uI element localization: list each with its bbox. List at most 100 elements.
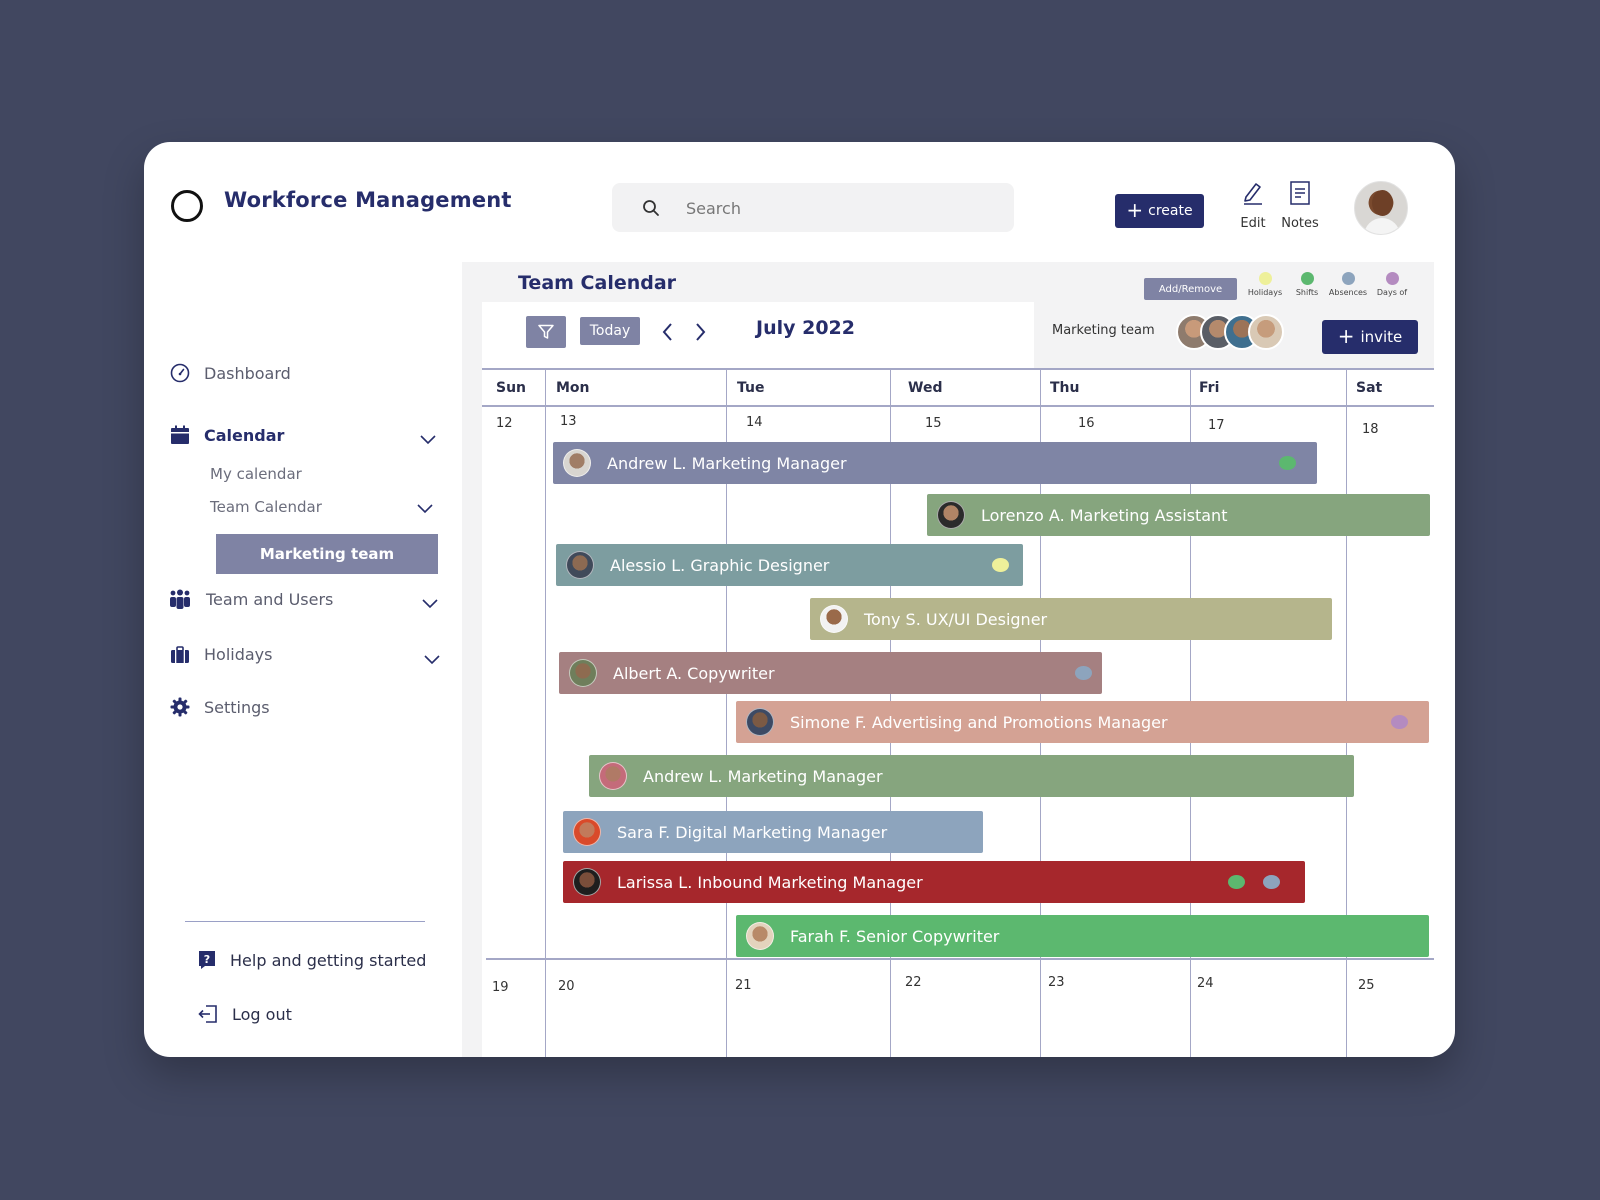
- edit-button[interactable]: Edit: [1231, 180, 1275, 231]
- event-avatar: [937, 501, 965, 529]
- add-remove-button[interactable]: Add/Remove: [1144, 278, 1237, 300]
- invite-button[interactable]: + invite: [1322, 320, 1418, 354]
- day-number[interactable]: 17: [1208, 418, 1225, 433]
- calendar-grid: Sun Mon Tue Wed Thu Fri Sat 12 13 14 15 …: [482, 368, 1434, 1057]
- legend-absences: Absences: [1324, 272, 1372, 297]
- notes-icon: [1290, 181, 1310, 205]
- app-title: Workforce Management: [224, 188, 512, 212]
- event-bar[interactable]: Albert A. Copywriter: [559, 652, 1102, 694]
- search-input[interactable]: [686, 196, 986, 220]
- event-label: Tony S. UX/UI Designer: [864, 609, 1048, 629]
- plus-icon: +: [1337, 324, 1355, 348]
- event-label: Sara F. Digital Marketing Manager: [617, 822, 888, 842]
- event-avatar: [573, 818, 601, 846]
- chevron-down-icon[interactable]: [420, 435, 436, 445]
- event-label: Andrew L. Marketing Manager: [607, 453, 847, 473]
- day-number[interactable]: 16: [1078, 416, 1095, 431]
- day-header: Tue: [737, 380, 765, 396]
- chevron-left-icon[interactable]: [658, 320, 678, 344]
- absence-indicator: [1075, 666, 1092, 680]
- legend-dot-holidays: [1258, 272, 1272, 285]
- logo-icon: [171, 190, 203, 222]
- day-number[interactable]: 19: [492, 980, 509, 995]
- chevron-down-icon[interactable]: [424, 655, 440, 665]
- page-title: Team Calendar: [518, 272, 677, 294]
- grid-line: [726, 368, 727, 1057]
- help-icon: ?: [199, 951, 215, 969]
- user-avatar[interactable]: [1354, 181, 1408, 235]
- sidebar-item-my-calendar[interactable]: My calendar: [210, 465, 302, 483]
- member-avatar[interactable]: [1248, 314, 1284, 350]
- event-bar[interactable]: Sara F. Digital Marketing Manager: [563, 811, 983, 853]
- day-number[interactable]: 14: [746, 415, 763, 430]
- sidebar-item-holidays[interactable]: Holidays: [170, 645, 272, 664]
- legend-label: Shifts: [1295, 288, 1319, 297]
- event-avatar: [573, 868, 601, 896]
- calendar-label: Calendar: [204, 425, 285, 445]
- chevron-down-icon[interactable]: [422, 599, 438, 609]
- day-header: Thu: [1050, 380, 1080, 396]
- legend-dot-shifts: [1300, 272, 1314, 285]
- search-bar[interactable]: [612, 183, 1014, 232]
- event-bar[interactable]: Alessio L. Graphic Designer: [556, 544, 1023, 586]
- event-avatar: [746, 708, 774, 736]
- notes-button[interactable]: Notes: [1278, 180, 1322, 231]
- dashboard-gauge-icon: [170, 363, 190, 383]
- day-number[interactable]: 13: [560, 414, 577, 429]
- event-bar[interactable]: Larissa L. Inbound Marketing Manager: [563, 861, 1305, 903]
- legend-label: Days of: [1376, 288, 1408, 297]
- day-header: Fri: [1199, 380, 1220, 396]
- chevron-right-icon[interactable]: [690, 320, 710, 344]
- avatar-face: [1372, 190, 1393, 216]
- chevron-down-icon[interactable]: [417, 504, 433, 514]
- holiday-indicator: [992, 558, 1009, 572]
- calendar-icon: [171, 425, 189, 444]
- legend-label: Absences: [1328, 288, 1368, 297]
- day-number[interactable]: 22: [905, 975, 922, 990]
- filter-button[interactable]: [526, 316, 566, 348]
- create-button[interactable]: + create: [1115, 194, 1204, 228]
- day-header: Mon: [556, 380, 590, 396]
- avatar-shirt: [1364, 218, 1400, 234]
- team-users-label: Team and Users: [206, 589, 334, 609]
- holidays-label: Holidays: [204, 645, 273, 664]
- day-header: Sun: [496, 380, 527, 396]
- svg-text:?: ?: [204, 953, 210, 966]
- day-number[interactable]: 21: [735, 978, 752, 993]
- today-button[interactable]: Today: [580, 317, 640, 345]
- sidebar-item-settings[interactable]: Settings: [170, 697, 270, 717]
- shift-indicator: [1228, 875, 1245, 889]
- day-number[interactable]: 15: [925, 416, 942, 431]
- event-label: Larissa L. Inbound Marketing Manager: [617, 872, 923, 892]
- event-bar[interactable]: Andrew L. Marketing Manager: [553, 442, 1317, 484]
- sidebar-item-team-calendar[interactable]: Team Calendar: [210, 498, 322, 516]
- sidebar-divider: [185, 921, 425, 922]
- day-number[interactable]: 20: [558, 979, 575, 994]
- event-label: Andrew L. Marketing Manager: [643, 766, 883, 786]
- day-number[interactable]: 24: [1197, 976, 1214, 991]
- sidebar-item-dashboard[interactable]: Dashboard: [170, 363, 291, 383]
- event-bar[interactable]: Tony S. UX/UI Designer: [810, 598, 1332, 640]
- event-avatar: [563, 449, 591, 477]
- sidebar-item-team-users[interactable]: Team and Users: [168, 589, 333, 609]
- help-link[interactable]: ? Help and getting started: [198, 950, 426, 970]
- event-bar[interactable]: Simone F. Advertising and Promotions Man…: [736, 701, 1429, 743]
- logout-link[interactable]: Log out: [198, 1004, 292, 1024]
- event-bar[interactable]: Lorenzo A. Marketing Assistant: [927, 494, 1430, 536]
- event-bar[interactable]: Andrew L. Marketing Manager: [589, 755, 1354, 797]
- day-number[interactable]: 12: [496, 416, 513, 431]
- sidebar-item-calendar[interactable]: Calendar: [170, 425, 284, 445]
- day-number[interactable]: 18: [1362, 422, 1379, 437]
- event-avatar: [599, 762, 627, 790]
- event-label: Farah F. Senior Copywriter: [790, 926, 1000, 946]
- day-off-indicator: [1391, 715, 1408, 729]
- day-header: Wed: [908, 380, 943, 396]
- legend-days-off: Days of: [1368, 272, 1416, 297]
- settings-label: Settings: [204, 697, 270, 717]
- team-selector: Marketing team + invite: [1036, 302, 1434, 358]
- team-calendar-panel: Team Calendar Add/Remove Holidays Shifts…: [462, 262, 1434, 1057]
- day-number[interactable]: 25: [1358, 978, 1375, 993]
- event-bar[interactable]: Farah F. Senior Copywriter: [736, 915, 1429, 957]
- day-number[interactable]: 23: [1048, 975, 1065, 990]
- sidebar-item-marketing-team[interactable]: Marketing team: [216, 534, 438, 574]
